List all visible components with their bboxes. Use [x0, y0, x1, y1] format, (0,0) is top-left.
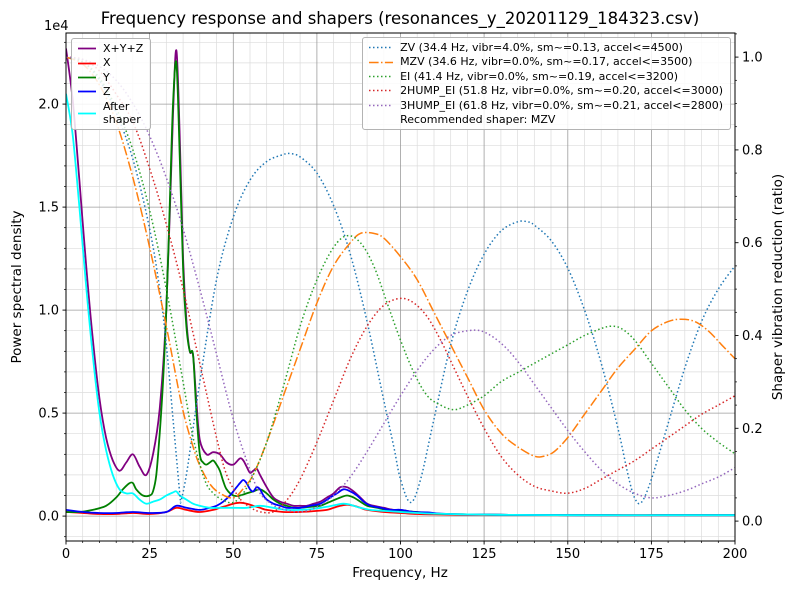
legend-line-sample	[78, 76, 96, 79]
shaper-curve-3hump_ei	[66, 56, 735, 513]
legend-line-sample	[369, 90, 394, 92]
legend-line-sample	[369, 104, 394, 107]
svg-text:0.6: 0.6	[742, 236, 763, 251]
svg-text:0: 0	[62, 547, 70, 562]
legend-psd-item-0: X+Y+Z	[77, 42, 143, 55]
legend-recommended-shaper: Recommended shaper: MZV	[368, 113, 723, 126]
shaper-curve-2hump_ei	[66, 56, 735, 514]
psd-curves	[66, 48, 735, 517]
svg-text:0.4: 0.4	[742, 329, 763, 344]
legend-shaper-item-2hump_ei: 2HUMP_EI (51.8 Hz, vibr=0.0%, sm~=0.20, …	[368, 84, 723, 97]
svg-text:0.5: 0.5	[38, 407, 59, 422]
legend-shaper-item-mzv: MZV (34.6 Hz, vibr=0.0%, sm~=0.17, accel…	[368, 55, 723, 68]
svg-text:0.0: 0.0	[38, 510, 59, 525]
svg-text:0.0: 0.0	[742, 515, 763, 530]
svg-text:50: 50	[225, 547, 242, 562]
legend-psd-item-2: Y	[77, 71, 143, 84]
legend-label: 3HUMP_EI (61.8 Hz, vibr=0.0%, sm~=0.21, …	[400, 98, 723, 112]
svg-text:1.5: 1.5	[38, 201, 59, 216]
legend-label: MZV (34.6 Hz, vibr=0.0%, sm~=0.17, accel…	[400, 55, 693, 69]
legend-label: Y	[103, 70, 110, 84]
chart-title: Frequency response and shapers (resonanc…	[100, 9, 700, 28]
legend-label: X+Y+Z	[103, 42, 144, 55]
left-y-axis-label: Power spectral density	[9, 210, 25, 364]
legend-psd-item-4: After shaper	[77, 100, 143, 127]
svg-text:200: 200	[723, 547, 748, 562]
shaper-curve-zv	[66, 56, 735, 505]
right-y-axis-label: Shaper vibration reduction (ratio)	[770, 173, 786, 401]
psd-curve-4	[66, 93, 735, 517]
legend-label: After shaper	[103, 99, 141, 127]
svg-text:1.0: 1.0	[38, 304, 59, 319]
tick-labels: 0 25 50 75 100 125 150 175 200 0.0 0.5 1.0 1.5 2.0 0.0…	[38, 51, 762, 562]
legend-psd-item-3: Z	[77, 85, 143, 98]
legend-shaper-item-3hump_ei: 3HUMP_EI (61.8 Hz, vibr=0.0%, sm~=0.21, …	[368, 99, 723, 112]
svg-text:0.8: 0.8	[742, 143, 763, 158]
legend-label: 2HUMP_EI (51.8 Hz, vibr=0.0%, sm~=0.20, …	[400, 84, 723, 98]
legend-shapers: ZV (34.4 Hz, vibr=4.0%, sm~=0.13, accel<…	[362, 37, 731, 131]
legend-label: Z	[103, 85, 111, 99]
legend-psd: X+Y+Z X Y Z After shaper	[71, 38, 152, 131]
shaper-curve-mzv	[66, 56, 735, 499]
legend-shaper-item-zv: ZV (34.4 Hz, vibr=4.0%, sm~=0.13, accel<…	[368, 41, 723, 54]
legend-line-sample	[369, 75, 394, 78]
legend-line-sample	[78, 112, 96, 114]
svg-text:175: 175	[639, 547, 664, 562]
svg-text:2.0: 2.0	[38, 98, 59, 113]
legend-label: ZV (34.4 Hz, vibr=4.0%, sm~=0.13, accel<…	[400, 41, 683, 54]
legend-line-sample	[369, 61, 394, 63]
svg-text:25: 25	[141, 547, 158, 562]
legend-line-sample	[78, 47, 96, 50]
recommended-shaper-text: Recommended shaper: MZV	[400, 113, 556, 127]
legend-psd-item-1: X	[77, 56, 143, 69]
legend-label: EI (41.4 Hz, vibr=0.0%, sm~=0.19, accel<…	[400, 69, 679, 83]
legend-line-sample	[78, 62, 96, 64]
svg-text:0.2: 0.2	[742, 422, 763, 437]
major-tick-marks	[62, 56, 739, 545]
legend-label: X	[103, 56, 111, 70]
x-axis-label: Frequency, Hz	[352, 565, 448, 581]
svg-text:100: 100	[388, 547, 413, 562]
minor-tick-marks	[64, 33, 737, 543]
legend-shaper-item-ei: EI (41.4 Hz, vibr=0.0%, sm~=0.19, accel<…	[368, 70, 723, 83]
svg-text:150: 150	[555, 547, 580, 562]
legend-line-sample	[369, 46, 394, 49]
svg-text:75: 75	[309, 547, 326, 562]
legend-line-sample	[78, 91, 96, 93]
svg-text:125: 125	[472, 547, 497, 562]
svg-text:1.0: 1.0	[742, 51, 763, 66]
left-axis-offset-text: 1e4	[44, 19, 69, 34]
shaper-curves	[66, 56, 735, 514]
